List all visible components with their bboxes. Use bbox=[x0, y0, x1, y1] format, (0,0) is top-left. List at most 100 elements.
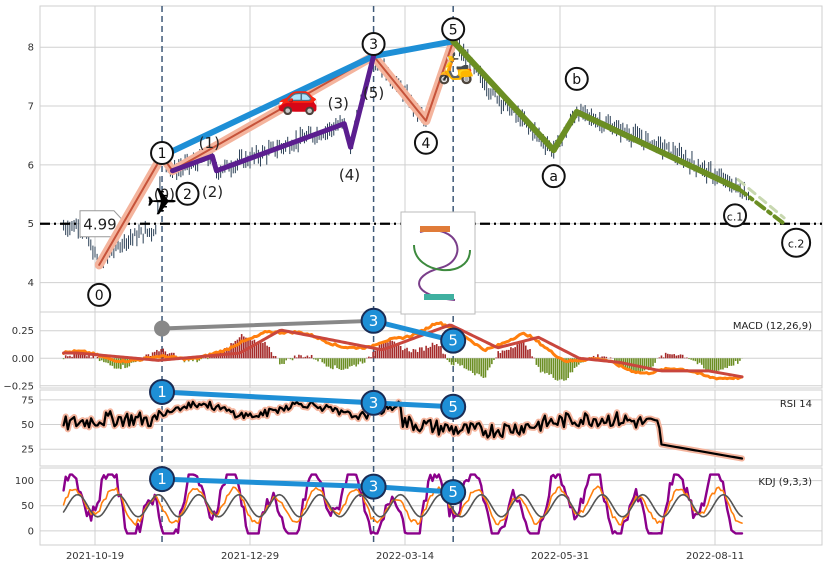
correction-projection bbox=[736, 186, 787, 226]
sub-wave-label: (5) bbox=[363, 84, 384, 102]
wave-text: c.2 bbox=[788, 238, 805, 251]
wave-text: 1 bbox=[158, 146, 167, 162]
y-tick-label: 0.25 bbox=[12, 326, 34, 337]
wave-circle bbox=[175, 181, 200, 206]
y-tick-label: 8 bbox=[28, 43, 34, 54]
badge-circle bbox=[360, 473, 387, 500]
wave-label-c.2: c.2 bbox=[781, 227, 812, 258]
x-tick-label: 2022-05-31 bbox=[531, 551, 589, 562]
y-tick-label: 0.00 bbox=[12, 354, 34, 365]
correction-projection-alt bbox=[736, 178, 786, 220]
y-tick-label: 6 bbox=[28, 160, 34, 171]
wave-circle bbox=[413, 130, 438, 155]
badge-text: 1 bbox=[157, 383, 167, 401]
wave-label-5: 5 bbox=[441, 17, 466, 42]
reference-value: 4.99 bbox=[83, 216, 116, 234]
badge-text: 3 bbox=[369, 394, 379, 412]
x-tick-label: 2021-12-29 bbox=[221, 551, 279, 562]
x-tick-label: 2021-10-19 bbox=[66, 551, 124, 562]
rsi-line bbox=[62, 400, 744, 460]
badge-text: 3 bbox=[369, 478, 379, 496]
wave-label-a: a bbox=[541, 164, 566, 189]
wave-text: a bbox=[549, 169, 558, 185]
badge-text: 5 bbox=[448, 483, 458, 501]
divergence-badge-5: 5 bbox=[440, 393, 467, 420]
wave-text: 5 bbox=[449, 22, 458, 38]
wave-circle bbox=[150, 141, 175, 166]
sub-wave-label: (1) bbox=[199, 134, 220, 152]
divergence-line bbox=[371, 318, 456, 344]
wave-text: 3 bbox=[369, 37, 378, 53]
correction-wave-line bbox=[450, 38, 742, 192]
y-tick-label: 50 bbox=[21, 420, 34, 431]
divergence-badge-1: 1 bbox=[149, 378, 176, 405]
wave-label-c.1: c.1 bbox=[723, 203, 748, 228]
sub-wave-label: (3) bbox=[328, 95, 349, 113]
divergence-badge-5: 5 bbox=[440, 327, 467, 354]
badge-circle bbox=[149, 466, 176, 493]
panel-label-kdj: KDJ (9,3,3) bbox=[758, 477, 812, 488]
sub-wave-label: (2) bbox=[202, 183, 223, 201]
coaster-car bbox=[420, 226, 450, 232]
coaster-track bbox=[413, 244, 471, 272]
wave-label-0: 0 bbox=[87, 282, 112, 307]
divergence-badge-3: 3 bbox=[360, 473, 387, 500]
divergence-badge-1: 1 bbox=[149, 466, 176, 493]
wave-text: 0 bbox=[95, 288, 104, 304]
y-tick-label: 5 bbox=[28, 219, 34, 230]
wave-circle bbox=[723, 203, 748, 228]
badge-circle bbox=[360, 389, 387, 416]
badge-text: 5 bbox=[448, 398, 458, 416]
wave-circle bbox=[564, 66, 589, 91]
y-tick-label: 25 bbox=[21, 445, 34, 456]
panel-label-macd: MACD (12,26,9) bbox=[733, 321, 812, 332]
kdj-d-line bbox=[62, 493, 743, 518]
y-tick-label: 0 bbox=[28, 526, 34, 537]
coaster-car bbox=[424, 294, 454, 300]
coaster-track bbox=[418, 229, 459, 301]
badge-circle bbox=[149, 378, 176, 405]
signal-line bbox=[62, 323, 744, 379]
wave-circle bbox=[781, 227, 812, 258]
badge-text: 5 bbox=[448, 332, 458, 350]
impulse-wave-line bbox=[98, 40, 455, 266]
divergence-badge-3: 3 bbox=[360, 389, 387, 416]
airplane-icon: ✈ bbox=[146, 180, 178, 224]
y-tick-label: 50 bbox=[21, 501, 34, 512]
sub-wave-line bbox=[170, 53, 377, 174]
badge-circle bbox=[440, 327, 467, 354]
panel-label-rsi: RSI 14 bbox=[780, 399, 812, 410]
sub-wave-label: (0) bbox=[154, 186, 175, 204]
badge-circle bbox=[440, 479, 467, 506]
x-tick-label: 2022-03-14 bbox=[376, 551, 434, 562]
wave-label-b: b bbox=[564, 66, 589, 91]
wave-label-2: 2 bbox=[175, 181, 200, 206]
wave-label-1: 1 bbox=[150, 141, 175, 166]
wave-circle bbox=[87, 282, 112, 307]
car-icon: 🚗 bbox=[277, 77, 319, 117]
divergence-badge-5: 5 bbox=[440, 479, 467, 506]
wave-text: c.1 bbox=[727, 210, 744, 223]
badge-text: 3 bbox=[369, 312, 379, 330]
wave-text: b bbox=[572, 72, 581, 88]
badge-text: 1 bbox=[157, 470, 167, 488]
y-tick-label: −0.25 bbox=[3, 381, 34, 392]
wave-label-3: 3 bbox=[361, 32, 386, 57]
y-tick-label: 75 bbox=[21, 395, 34, 406]
wave-circle bbox=[541, 164, 566, 189]
wave-circle bbox=[361, 32, 386, 57]
badge-circle bbox=[440, 393, 467, 420]
wave-text: 4 bbox=[421, 136, 430, 152]
sub-wave-label: (4) bbox=[339, 166, 360, 184]
wave-text: 2 bbox=[183, 187, 192, 203]
divergence-badge-3: 3 bbox=[360, 307, 387, 334]
divergence-line-gray bbox=[160, 318, 376, 331]
divergence-point bbox=[154, 320, 171, 337]
badge-circle bbox=[360, 307, 387, 334]
rollercoaster-icon bbox=[400, 211, 476, 315]
scooter-icon: 🛵 bbox=[437, 51, 474, 86]
wave-label-4: 4 bbox=[413, 130, 438, 155]
y-tick-label: 7 bbox=[28, 102, 34, 113]
x-tick-label: 2022-08-11 bbox=[686, 551, 744, 562]
